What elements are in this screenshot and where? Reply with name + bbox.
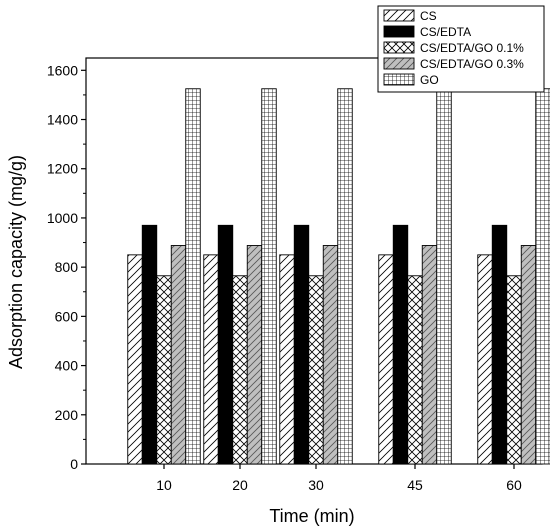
bar-go-10 (185, 88, 201, 465)
y-tick-label: 1200 (47, 161, 78, 177)
bar-cs-edta-20 (217, 224, 234, 465)
bar-cs-10 (127, 254, 143, 465)
y-tick-label: 0 (70, 456, 78, 472)
legend-label: CS/EDTA/GO 0.3% (420, 57, 524, 71)
bar-cs-edta-go-0-3--10 (170, 245, 187, 465)
legend-label: CS/EDTA (420, 25, 471, 39)
x-axis: 10 20 30 45 60 (156, 464, 522, 493)
y-tick-label: 1600 (47, 62, 78, 78)
bar-cs-edta-go-0-1--45 (407, 275, 423, 465)
legend-swatch (383, 25, 415, 38)
bar-cs-edta-go-0-1--10 (156, 275, 172, 465)
x-tick-label: 10 (156, 477, 172, 493)
x-axis-title: Time (min) (269, 506, 354, 526)
y-tick-label: 600 (55, 308, 79, 324)
bar-cs-edta-go-0-1--20 (232, 275, 248, 465)
bar-cs-edta-30 (293, 224, 310, 465)
x-tick-label: 45 (407, 477, 423, 493)
legend-swatch (383, 57, 415, 70)
y-tick-label: 1400 (47, 112, 78, 128)
y-axis-title: Adsorption capacity (mg/g) (6, 155, 26, 369)
x-tick-label: 30 (308, 477, 324, 493)
bar-cs-edta-go-0-3--45 (421, 245, 438, 465)
legend: CS CS/EDTA CS/EDTA/GO 0.1% CS/EDTA/GO 0.3% G… (377, 5, 545, 93)
bar-cs-edta-go-0-3--30 (322, 245, 339, 465)
x-tick-label: 20 (232, 477, 248, 493)
bar-cs-60 (477, 254, 493, 465)
legend-label: CS (420, 9, 437, 23)
y-tick-label: 800 (55, 259, 79, 275)
bar-cs-30 (279, 254, 295, 465)
legend-label: CS/EDTA/GO 0.1% (420, 41, 524, 55)
y-axis: 0 200 400 600 800 1000 1200 1400 1600 (47, 62, 86, 472)
bar-cs-edta-45 (392, 224, 409, 465)
legend-label: GO (420, 73, 439, 87)
legend-swatch (383, 73, 415, 86)
bar-go-45 (436, 88, 452, 465)
bar-cs-edta-10 (141, 224, 158, 465)
bar-cs-edta-go-0-1--30 (308, 275, 324, 465)
bar-cs-edta-60 (491, 224, 508, 465)
y-tick-label: 400 (55, 358, 79, 374)
legend-swatch (383, 41, 415, 54)
bar-cs-edta-go-0-3--20 (246, 245, 263, 465)
bar-cs-edta-go-0-3--60 (520, 245, 537, 465)
y-tick-label: 200 (55, 407, 79, 423)
x-tick-label: 60 (506, 477, 522, 493)
bars-group (127, 88, 550, 465)
y-tick-label: 1000 (47, 210, 78, 226)
bar-go-60 (535, 88, 550, 465)
bar-go-30 (337, 88, 353, 465)
bar-cs-edta-go-0-1--60 (506, 275, 522, 465)
bar-cs-20 (203, 254, 219, 465)
legend-swatch (383, 9, 415, 22)
bar-cs-45 (378, 254, 394, 465)
bar-go-20 (261, 88, 277, 465)
